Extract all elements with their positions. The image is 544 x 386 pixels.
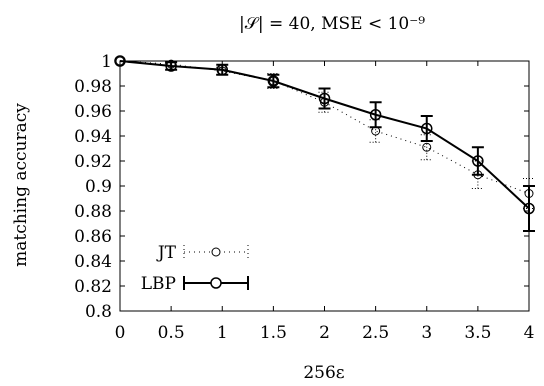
data-point-jt [422,142,432,152]
data-point-lbp [523,202,535,215]
chart-title: |𝒮| = 40, MSE < 10⁻⁹ [239,14,425,34]
data-point-lbp [421,122,433,135]
data-point-lbp [369,109,382,121]
y-tick-label: 0.8 [85,302,112,322]
x-tick-label: 3 [421,323,432,343]
data-point-lbp [114,55,126,67]
x-tick-label: 1 [217,323,228,343]
y-tick-label: 0.98 [74,77,112,97]
x-tick-label: 2 [319,323,330,343]
x-tick-label: 3.5 [464,323,491,343]
y-tick-label: 0.84 [74,252,112,272]
data-point-lbp [267,75,280,87]
y-tick-label: 0.86 [74,227,112,247]
series-line-lbp [119,60,530,210]
y-tick-label: 1 [101,52,112,72]
series-jt [115,56,535,209]
y-tick-label: 0.88 [74,202,112,222]
x-tick-label: 1.5 [260,323,287,343]
data-point-lbp [216,64,228,76]
data-point-lbp [165,60,177,72]
legend: JT LBP [141,243,249,294]
y-axis-ticks: 0.8 0.82 0.84 0.86 0.88 0.9 0.92 0.94 0.96 0.98 1 [74,52,529,322]
data-point-lbp [472,155,484,167]
series-line-jt [119,60,530,194]
legend-marker-jt [211,247,221,257]
y-tick-label: 0.96 [74,102,112,122]
legend-marker-lbp [210,277,222,289]
x-axis-ticks: 0 0.5 1 1.5 2 2.5 3 3.5 4 [115,61,535,343]
series-layer [114,55,535,232]
y-tick-label: 0.82 [74,277,112,297]
y-tick-label: 0.94 [74,127,112,147]
data-point-lbp [318,92,331,105]
y-tick-label: 0.9 [85,177,112,197]
x-tick-label: 2.5 [362,323,389,343]
series-lbp [114,55,535,232]
x-tick-label: 0.5 [158,323,185,343]
x-axis-label: 256ε [303,363,344,383]
legend-label-jt: JT [156,243,177,263]
legend-label-lbp: LBP [141,274,176,294]
y-axis-label: matching accuracy [11,103,31,267]
x-tick-label: 4 [524,323,535,343]
x-tick-label: 0 [115,323,126,343]
y-tick-label: 0.92 [74,152,112,172]
